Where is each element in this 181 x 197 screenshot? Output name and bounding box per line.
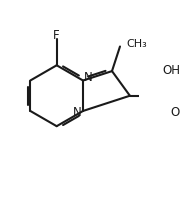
Text: OH: OH xyxy=(162,64,180,77)
Text: F: F xyxy=(53,29,60,42)
Text: N: N xyxy=(73,106,82,119)
Text: CH₃: CH₃ xyxy=(126,39,147,49)
Text: N: N xyxy=(84,71,93,84)
Text: O: O xyxy=(171,106,180,119)
